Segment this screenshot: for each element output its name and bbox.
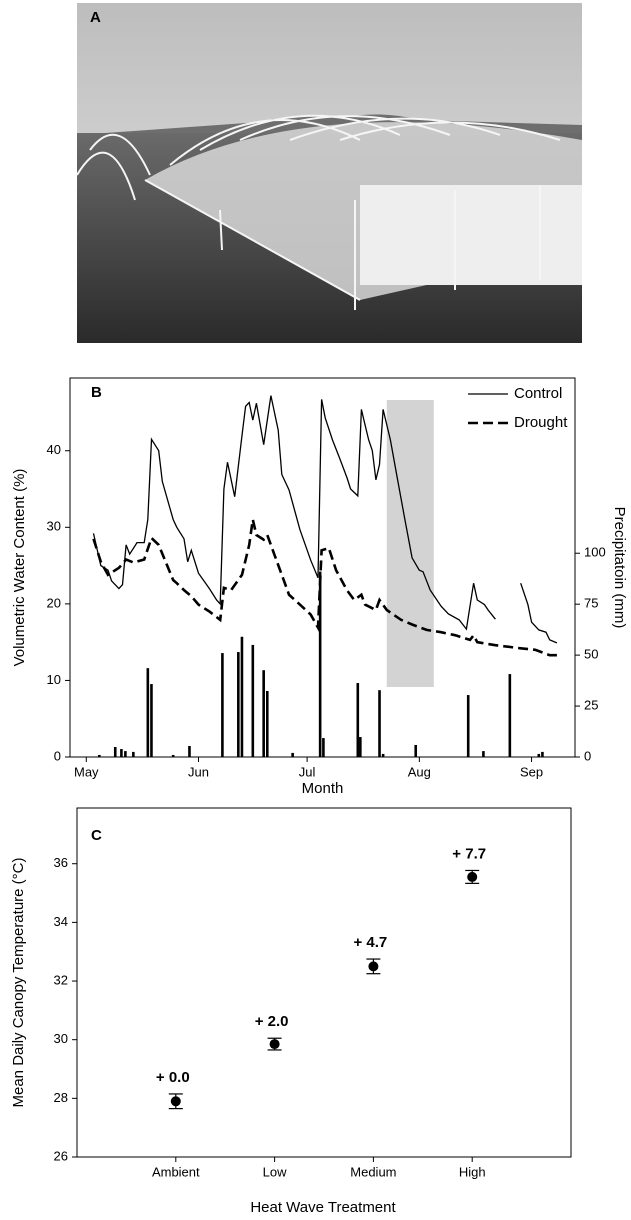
y-axis-title: Volumetric Water Content (%) bbox=[11, 469, 28, 667]
y-tick-label: 26 bbox=[54, 1148, 68, 1163]
point bbox=[467, 871, 478, 882]
photo: A bbox=[76, 3, 582, 343]
y2-tick-label: 75 bbox=[584, 596, 598, 611]
plot-frame bbox=[69, 377, 576, 758]
precip-bar bbox=[221, 653, 224, 757]
precip-bar bbox=[150, 684, 153, 757]
series-line bbox=[92, 395, 558, 644]
precip-bar bbox=[541, 751, 544, 757]
x-tick-label: Jul bbox=[299, 764, 316, 779]
y2-tick-label: 50 bbox=[584, 647, 598, 662]
precip-bar bbox=[265, 690, 269, 757]
legend-label: Drought bbox=[514, 414, 568, 431]
y2-axis-title: Precipitatoin (mm) bbox=[611, 507, 628, 629]
x-tick-label: Aug bbox=[408, 764, 431, 779]
y-tick-label: 34 bbox=[54, 914, 68, 929]
x-tick-label: Jun bbox=[188, 764, 209, 779]
precip-bar bbox=[322, 738, 325, 757]
y2-tick-label: 0 bbox=[584, 748, 591, 763]
point bbox=[368, 961, 379, 972]
shaded-period bbox=[386, 400, 434, 687]
precip-bar bbox=[120, 749, 123, 757]
y2-tick-label: 25 bbox=[584, 697, 598, 712]
annotation: + 2.0 bbox=[255, 1013, 289, 1030]
x-tick-label: Ambient bbox=[152, 1164, 200, 1179]
y-tick-label: 0 bbox=[54, 748, 61, 763]
precip-bar bbox=[414, 744, 418, 757]
annotation: + 4.7 bbox=[354, 934, 388, 951]
panel-label: A bbox=[90, 9, 101, 26]
x-tick-label: High bbox=[459, 1164, 486, 1179]
precip-bar bbox=[291, 752, 294, 757]
y-tick-label: 36 bbox=[54, 855, 68, 870]
plot-frame bbox=[76, 807, 572, 1158]
x-axis-title: Heat Wave Treatment bbox=[250, 1199, 396, 1216]
point bbox=[170, 1096, 181, 1107]
precip-bar bbox=[537, 753, 541, 757]
precip-bar bbox=[356, 683, 360, 757]
precip-bar bbox=[359, 737, 362, 757]
precip-bar bbox=[113, 747, 117, 757]
y-tick-label: 40 bbox=[47, 442, 61, 457]
annotation: + 7.7 bbox=[452, 845, 486, 862]
y-tick-label: 28 bbox=[54, 1090, 68, 1105]
precip-bar bbox=[98, 754, 101, 757]
precip-bar bbox=[237, 652, 240, 757]
y-axis-title: Mean Daily Canopy Temperature (°C) bbox=[10, 858, 27, 1108]
precip-bar bbox=[132, 751, 135, 757]
legend-label: Control bbox=[514, 385, 562, 402]
precip-bar bbox=[240, 636, 244, 757]
precip-bar bbox=[508, 674, 512, 757]
precip-bar bbox=[318, 571, 322, 757]
precip-bar bbox=[262, 670, 265, 757]
y2-tick-label: 100 bbox=[584, 545, 606, 560]
y-tick-label: 30 bbox=[54, 1031, 68, 1046]
y-tick-label: 20 bbox=[47, 595, 61, 610]
panel-label: C bbox=[91, 827, 102, 844]
point bbox=[269, 1039, 280, 1050]
precip-bar bbox=[146, 668, 150, 757]
precip-bar bbox=[482, 751, 485, 757]
x-tick-label: May bbox=[74, 764, 99, 779]
precip-bar bbox=[188, 745, 191, 757]
x-tick-label: Sep bbox=[520, 764, 543, 779]
precip-bar bbox=[251, 644, 255, 757]
annotation: + 0.0 bbox=[156, 1069, 190, 1086]
panel-label: B bbox=[91, 384, 102, 401]
y-tick-label: 10 bbox=[47, 672, 61, 687]
y-tick-label: 30 bbox=[47, 519, 61, 534]
y-tick-label: 32 bbox=[54, 972, 68, 987]
precip-bar bbox=[171, 754, 175, 757]
precip-bar bbox=[378, 690, 381, 757]
x-axis-title: Month bbox=[302, 780, 344, 797]
x-tick-label: Low bbox=[263, 1164, 287, 1179]
x-tick-label: Medium bbox=[350, 1164, 396, 1179]
precip-bar bbox=[381, 753, 385, 757]
series-line bbox=[92, 519, 557, 657]
precip-bar bbox=[466, 695, 470, 757]
precip-bar bbox=[124, 751, 127, 757]
